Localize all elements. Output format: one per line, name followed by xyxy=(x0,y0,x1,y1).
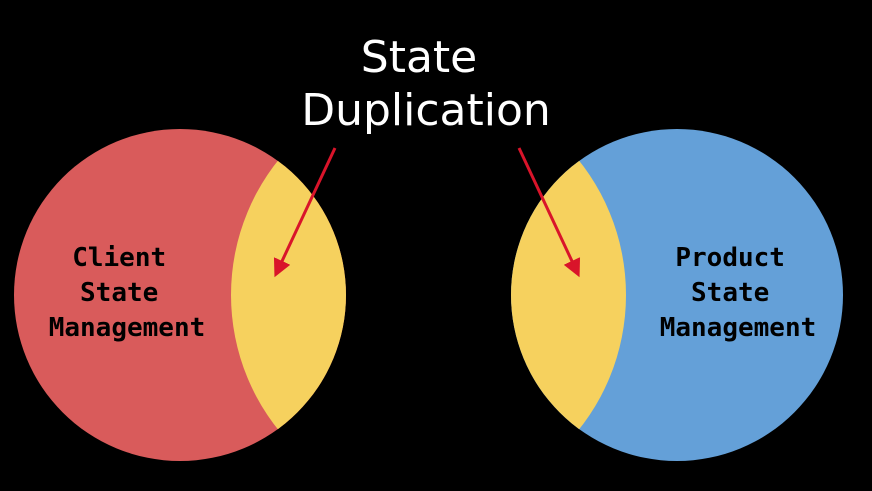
client-label-line-1: Client xyxy=(72,243,166,273)
title-line-2: Duplication xyxy=(301,85,551,136)
product-label-line-1: Product xyxy=(675,243,785,273)
arrow-to-client-overlap xyxy=(273,147,337,278)
product-state-label: Product State Management xyxy=(660,243,817,343)
title-line-1: State xyxy=(361,32,477,83)
diagram-title: State Duplication xyxy=(301,32,551,136)
arrow-to-product-overlap xyxy=(517,147,581,278)
client-label-line-2: State xyxy=(80,278,158,308)
product-label-line-3: Management xyxy=(660,313,817,343)
product-label-line-2: State xyxy=(691,278,769,308)
client-label-line-3: Management xyxy=(49,313,206,343)
client-state-label: Client State Management xyxy=(49,243,206,343)
